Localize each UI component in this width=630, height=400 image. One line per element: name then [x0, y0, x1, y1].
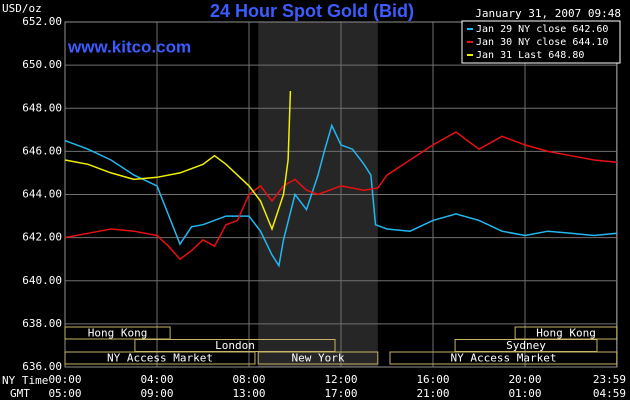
y-tick-label: 646.00 — [22, 144, 62, 157]
x-tick-label: 08:00 — [232, 373, 265, 386]
x2-tick-label: 05:00 — [48, 387, 81, 400]
price-line — [64, 90, 292, 232]
plot-frame — [64, 21, 618, 368]
x-tick-label: 04:00 — [140, 373, 173, 386]
price-line — [64, 123, 618, 268]
session-label: NY Access Market — [107, 352, 213, 365]
session-label: Hong Kong — [88, 327, 148, 340]
x-tick-label: 12:00 — [324, 373, 357, 386]
price-line — [64, 131, 618, 261]
session-box — [389, 351, 618, 365]
legend-label: Jan 29 NY close 642.60 — [476, 24, 608, 35]
x2-tick-label: 13:00 — [232, 387, 265, 400]
y-tick-label: 636.00 — [22, 360, 62, 373]
session-box — [64, 326, 171, 340]
x-axis-label: NY Time — [2, 374, 48, 387]
session-box — [64, 351, 256, 365]
session-label: London — [215, 339, 255, 352]
y-tick-label: 642.00 — [22, 231, 62, 244]
y-tick-label: 648.00 — [22, 101, 62, 114]
legend-label: Jan 31 Last 648.80 — [476, 50, 584, 61]
y-tick-label: 638.00 — [22, 317, 62, 330]
legend-box — [461, 20, 621, 64]
y-tick-label: 650.00 — [22, 58, 62, 71]
watermark: www.kitco.com — [67, 37, 191, 56]
y-tick-label: 644.00 — [22, 188, 62, 201]
x2-tick-label: 04:59 — [593, 387, 626, 400]
x-tick-label: 23:59 — [593, 373, 626, 386]
session-label: NY Access Market — [451, 352, 557, 365]
y-tick-label: 652.00 — [22, 15, 62, 28]
x-tick-label: 20:00 — [508, 373, 541, 386]
x-tick-label: 00:00 — [48, 373, 81, 386]
session-label: Sydney — [506, 339, 546, 352]
session-box — [257, 351, 379, 365]
x2-tick-label: 17:00 — [324, 387, 357, 400]
x-tick-label: 16:00 — [416, 373, 449, 386]
x2-tick-label: 21:00 — [416, 387, 449, 400]
timestamp: January 31, 2007 09:48 — [475, 7, 621, 20]
y-tick-label: 640.00 — [22, 274, 62, 287]
chart-title: 24 Hour Spot Gold (Bid) — [210, 1, 414, 21]
x2-tick-label: 01:00 — [508, 387, 541, 400]
x2-axis-label: GMT — [10, 387, 30, 400]
session-label: Hong Kong — [536, 327, 596, 340]
session-label: New York — [292, 352, 345, 365]
y-axis-label: USD/oz — [2, 2, 42, 15]
legend-label: Jan 30 NY close 644.10 — [476, 37, 608, 48]
x2-tick-label: 09:00 — [140, 387, 173, 400]
